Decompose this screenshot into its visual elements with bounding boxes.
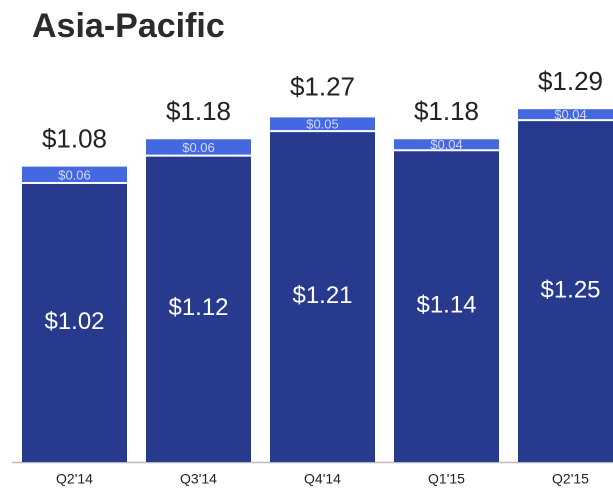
total-label: $1.08 xyxy=(42,123,107,153)
value-label: $0.04 xyxy=(554,107,587,122)
bar-segment xyxy=(270,117,375,132)
bar-segment xyxy=(146,139,251,156)
total-label: $1.27 xyxy=(290,72,355,102)
bar-segment xyxy=(518,120,613,462)
bar-segment xyxy=(394,150,499,462)
value-label: $0.06 xyxy=(182,140,215,155)
value-label: $0.04 xyxy=(430,137,463,152)
value-label: $1.02 xyxy=(44,308,104,335)
value-label: $1.12 xyxy=(168,294,228,321)
x-tick-label: Q2'15 xyxy=(552,471,589,487)
value-label: $1.14 xyxy=(416,291,476,318)
chart-title: Asia-Pacific xyxy=(32,7,225,45)
bar-segment xyxy=(22,183,127,462)
value-label: $0.05 xyxy=(306,117,339,132)
x-tick-label: Q2'14 xyxy=(56,471,93,487)
bar-segment xyxy=(518,109,613,121)
x-tick-label: Q4'14 xyxy=(304,471,341,487)
total-label: $1.18 xyxy=(414,96,479,126)
total-label: $1.18 xyxy=(166,96,231,126)
bar-segment xyxy=(146,155,251,462)
x-tick-label: Q1'15 xyxy=(428,471,465,487)
value-label: $1.25 xyxy=(540,276,600,303)
x-tick-label: Q3'14 xyxy=(180,471,217,487)
value-label: $0.06 xyxy=(58,167,91,182)
bar-segment xyxy=(270,131,375,462)
total-label: $1.29 xyxy=(538,66,603,96)
bar-segment xyxy=(22,166,127,184)
value-label: $1.21 xyxy=(292,282,352,309)
bar-segment xyxy=(394,139,499,151)
